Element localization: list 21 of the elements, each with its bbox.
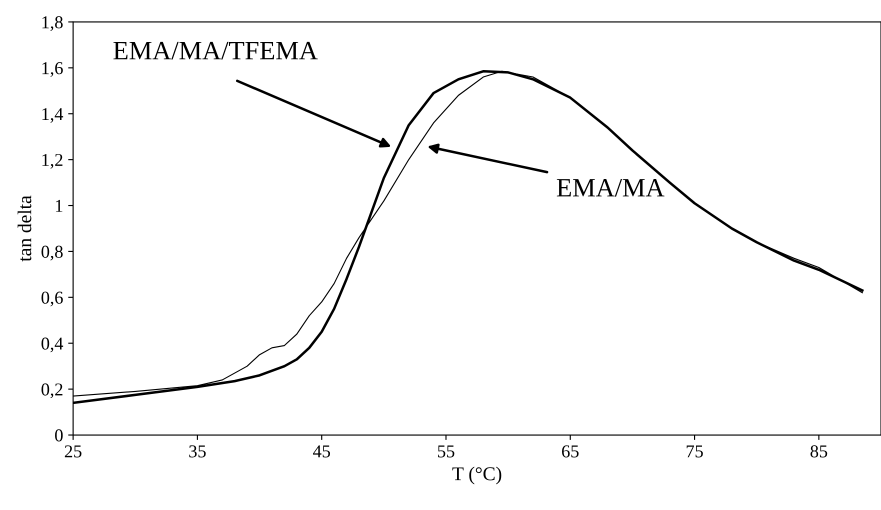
x-tick-label: 65 bbox=[562, 445, 579, 458]
y-axis-title: tan delta bbox=[18, 196, 32, 262]
x-axis-title: T (°C) bbox=[452, 466, 502, 484]
x-tick-label: 35 bbox=[189, 445, 206, 458]
y-tick-label: 1 bbox=[56, 200, 62, 212]
x-tick-label: 25 bbox=[64, 445, 82, 458]
y-tick-label: 1,6 bbox=[42, 62, 63, 77]
x-tick-label: 75 bbox=[686, 445, 703, 458]
y-tick-label: 0,6 bbox=[42, 292, 63, 306]
x-tick-label: 85 bbox=[810, 445, 828, 458]
y-tick-label: 1,2 bbox=[42, 154, 62, 169]
x-tick-label: 45 bbox=[313, 445, 330, 458]
y-tick-label: 1,4 bbox=[42, 108, 64, 123]
y-tick-label: 1,8 bbox=[42, 16, 63, 31]
x-tick-label: 55 bbox=[438, 445, 454, 458]
y-tick-label: 0,2 bbox=[42, 383, 62, 398]
y-tick-label: 0 bbox=[55, 429, 63, 442]
y-tick-label: 0,8 bbox=[42, 246, 63, 260]
annotation: EMA/MA/TFEMA bbox=[113, 42, 318, 60]
y-tick-label: 0,4 bbox=[42, 337, 64, 352]
annotation: EMA/MA bbox=[556, 178, 664, 197]
